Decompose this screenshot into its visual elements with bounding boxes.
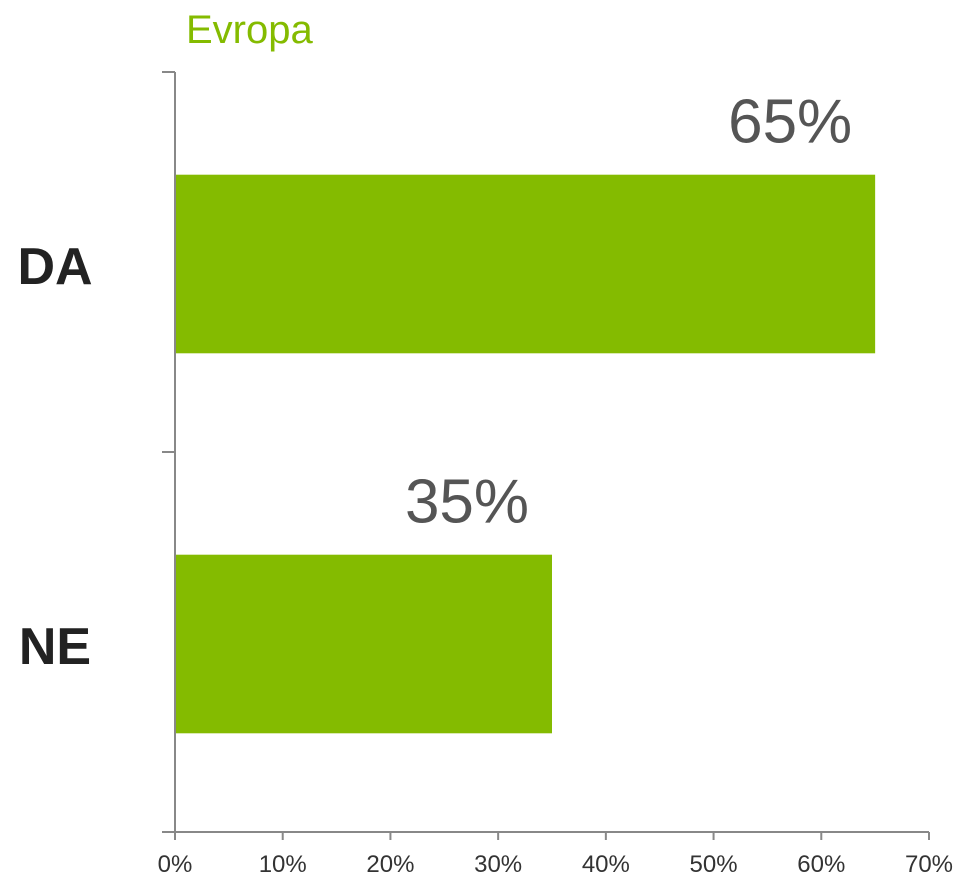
x-tick-label: 60% xyxy=(797,851,845,877)
data-label-da: 65% xyxy=(728,88,852,157)
data-label-ne: 35% xyxy=(405,468,529,537)
labels-layer: 65% DA 35% NE 0% 10% 20% 30% 40% 50% 60% 70% xyxy=(17,88,953,877)
x-tick-label: 50% xyxy=(690,851,738,877)
x-tick-label: 70% xyxy=(905,851,953,877)
x-tick-label: 20% xyxy=(366,851,414,877)
category-label-ne: NE xyxy=(19,618,91,676)
x-tick-label: 0% xyxy=(158,851,193,877)
axes-layer xyxy=(162,71,930,840)
x-tick-label: 10% xyxy=(259,851,307,877)
legend-series-name: Evropa xyxy=(186,8,313,52)
bar-da xyxy=(175,174,876,354)
bar-ne xyxy=(175,554,552,734)
category-label-da: DA xyxy=(17,238,92,296)
bars-layer xyxy=(175,174,876,734)
x-tick-label: 40% xyxy=(582,851,630,877)
x-tick-label: 30% xyxy=(474,851,522,877)
